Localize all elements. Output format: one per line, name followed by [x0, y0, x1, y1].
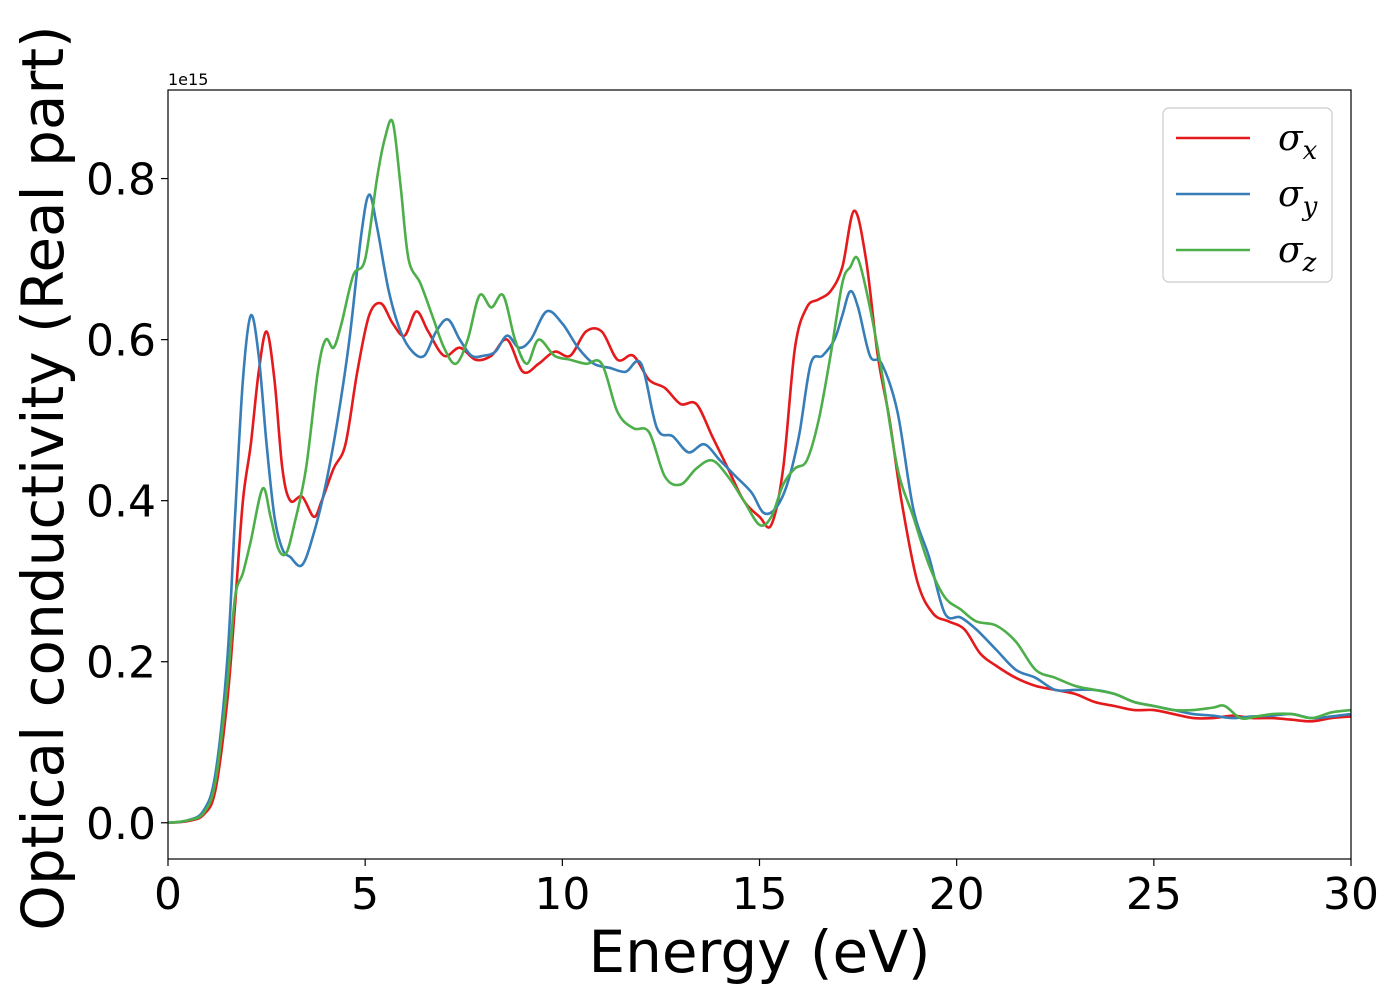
legend-items: σx σy σz: [1176, 118, 1318, 278]
x-tick-label: 5: [351, 869, 379, 920]
y-tick-label: 0.6: [86, 316, 156, 367]
legend-label-z: σz: [1278, 230, 1317, 278]
x-axis-ticks: 0 5 10 15 20 25 30: [154, 859, 1379, 920]
y-axis-title: Optical conductivity (Real part): [9, 25, 77, 930]
x-axis-title: Energy (eV): [588, 918, 930, 986]
y-axis-ticks: 0.0 0.2 0.4 0.6 0.8: [86, 155, 168, 850]
series-line-y: [167, 193, 1352, 825]
x-tick-label: 15: [732, 869, 788, 920]
series-line-z: [167, 118, 1352, 825]
x-tick-label: 25: [1126, 869, 1182, 920]
y-tick-label: 0.8: [86, 155, 156, 206]
x-tick-label: 30: [1323, 869, 1379, 920]
y-tick-label: 0.2: [86, 638, 156, 689]
y-tick-label: 0.4: [86, 477, 156, 528]
y-tick-label: 0.0: [86, 799, 156, 850]
x-tick-label: 20: [929, 869, 985, 920]
x-tick-label: 0: [154, 869, 182, 920]
legend-label-x: σx: [1278, 118, 1318, 166]
x-tick-label: 10: [534, 869, 590, 920]
y-offset-label: 1e15: [168, 70, 208, 89]
legend-label-y: σy: [1278, 174, 1318, 222]
series-lines: [167, 118, 1352, 825]
legend: σx σy σz: [1162, 107, 1333, 283]
